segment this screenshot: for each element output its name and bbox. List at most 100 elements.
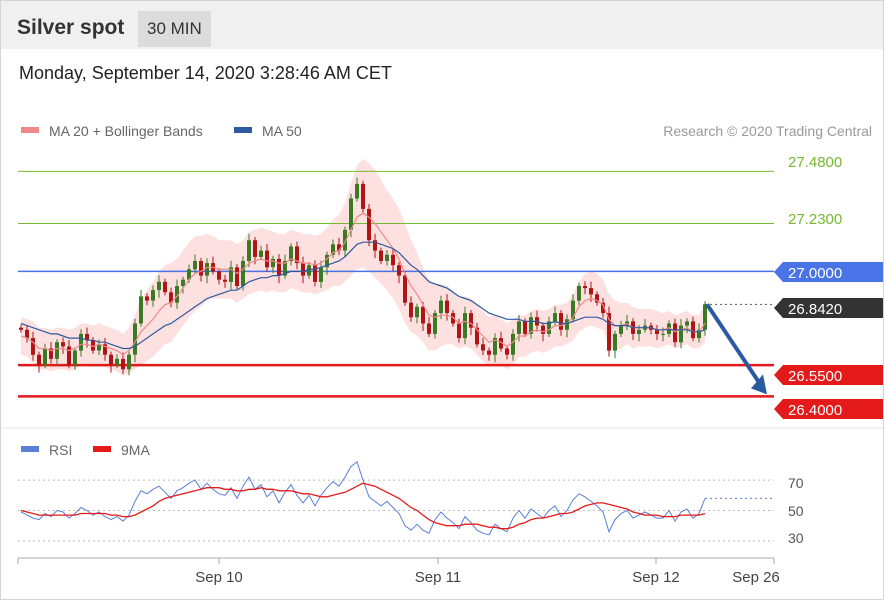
current-price-tag bbox=[774, 298, 883, 318]
candle-body bbox=[319, 267, 323, 282]
candle-body bbox=[247, 240, 251, 261]
rsi-ma-legend-swatch bbox=[93, 446, 111, 452]
candle-body bbox=[313, 265, 317, 282]
candle-body bbox=[223, 279, 227, 282]
forecast-arrow-shaft bbox=[705, 303, 761, 384]
current-price-label: 26.8420 bbox=[788, 301, 842, 318]
candle-body bbox=[439, 300, 443, 314]
candle-body bbox=[637, 329, 641, 334]
candle-body bbox=[145, 296, 149, 301]
ma20-legend-label: MA 20 + Bollinger Bands bbox=[49, 123, 203, 139]
rsi-legend-swatch bbox=[21, 446, 39, 452]
candle-body bbox=[295, 246, 299, 264]
candle-body bbox=[451, 313, 455, 324]
candle-body bbox=[607, 313, 611, 351]
candle-body bbox=[583, 286, 587, 289]
pivot-label: 27.0000 bbox=[788, 265, 842, 282]
candle-body bbox=[379, 250, 383, 261]
resistance-label-r2: 27.4800 bbox=[788, 154, 842, 171]
candle-body bbox=[229, 267, 233, 282]
candle-body bbox=[31, 338, 35, 355]
x-tick-label: Sep 12 bbox=[632, 569, 680, 586]
candle-body bbox=[499, 338, 503, 349]
candle-body bbox=[463, 313, 467, 339]
candle-body bbox=[397, 265, 401, 276]
ma50-legend-label: MA 50 bbox=[262, 123, 302, 139]
candle-body bbox=[409, 302, 413, 318]
candle-body bbox=[457, 323, 461, 339]
x-tick-label: Sep 11 bbox=[415, 569, 461, 586]
candle-body bbox=[139, 296, 143, 324]
candle-body bbox=[325, 254, 329, 268]
candle-body bbox=[493, 338, 497, 355]
candle-body bbox=[517, 321, 521, 334]
candle-body bbox=[253, 240, 257, 257]
candle-body bbox=[187, 269, 191, 280]
instrument-title: Silver spot bbox=[17, 16, 125, 39]
candle-body bbox=[277, 258, 281, 276]
candle-body bbox=[667, 323, 671, 334]
interval-button[interactable]: 30 MIN bbox=[138, 11, 211, 47]
timestamp: Monday, September 14, 2020 3:28:46 AM CE… bbox=[19, 63, 392, 83]
candle-body bbox=[193, 261, 197, 270]
support-tag-s2 bbox=[774, 399, 883, 419]
candle-body bbox=[91, 340, 95, 351]
candle-body bbox=[259, 250, 263, 257]
support-label-s2: 26.4000 bbox=[788, 402, 842, 419]
candle-body bbox=[445, 300, 449, 314]
candle-body bbox=[301, 263, 305, 276]
candle-body bbox=[373, 240, 377, 251]
candle-body bbox=[655, 329, 659, 334]
candle-body bbox=[685, 321, 689, 326]
candle-body bbox=[661, 333, 665, 335]
candle-body bbox=[151, 290, 155, 301]
pivot-tag bbox=[774, 262, 883, 282]
rsi-ma-line bbox=[20, 482, 706, 530]
candle-body bbox=[271, 258, 275, 268]
rsi-tick-label: 30 bbox=[788, 530, 804, 546]
candle-body bbox=[199, 261, 203, 276]
candle-body bbox=[565, 319, 569, 330]
x-tick-label: Sep 26 bbox=[732, 569, 780, 586]
candle-body bbox=[307, 265, 311, 276]
candle-body bbox=[589, 288, 593, 295]
candle-body bbox=[169, 292, 173, 303]
rsi-tick-label: 70 bbox=[788, 475, 804, 491]
candle-body bbox=[127, 354, 131, 370]
candle-body bbox=[529, 317, 533, 334]
candle-body bbox=[37, 354, 41, 366]
candle-body bbox=[157, 281, 161, 291]
candle-body bbox=[343, 229, 347, 251]
candle-body bbox=[475, 327, 479, 345]
candle-body bbox=[613, 333, 617, 351]
candle-body bbox=[205, 263, 209, 276]
candle-body bbox=[595, 294, 599, 303]
forecast-arrow-head bbox=[751, 374, 767, 395]
candle-body bbox=[577, 286, 581, 301]
support-tag-s1 bbox=[774, 365, 883, 385]
candle-body bbox=[235, 267, 239, 286]
candle-body bbox=[619, 325, 623, 334]
candle-body bbox=[85, 333, 89, 341]
candle-body bbox=[67, 346, 71, 366]
candle-body bbox=[511, 333, 515, 355]
candle-body bbox=[487, 350, 491, 355]
candle-body bbox=[703, 304, 707, 330]
rsi-tick-label: 50 bbox=[788, 503, 804, 519]
ma20-line bbox=[20, 212, 706, 356]
candle-body bbox=[283, 261, 287, 276]
copyright-text: Research © 2020 Trading Central bbox=[663, 123, 872, 139]
candle-body bbox=[241, 261, 245, 286]
candle-body bbox=[415, 306, 419, 318]
candle-body bbox=[217, 271, 221, 280]
candle-body bbox=[559, 313, 563, 330]
candle-body bbox=[505, 348, 509, 355]
candle-body bbox=[103, 344, 107, 355]
candle-body bbox=[79, 333, 83, 351]
rsi-line bbox=[20, 461, 706, 536]
candle-body bbox=[355, 183, 359, 199]
candle-body bbox=[427, 323, 431, 334]
candle-body bbox=[19, 327, 23, 330]
ma20-legend-swatch bbox=[21, 127, 39, 133]
